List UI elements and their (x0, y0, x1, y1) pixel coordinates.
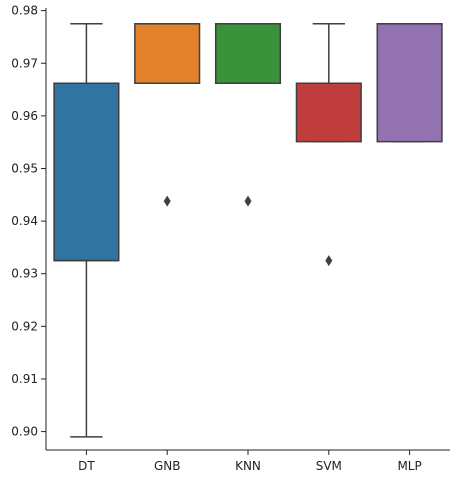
y-tick-label: 0.90 (11, 425, 38, 439)
box-knn (214, 23, 282, 207)
box-body (214, 23, 282, 84)
box-body (376, 23, 443, 143)
x-tick-label: GNB (154, 459, 181, 473)
y-tick-label: 0.93 (11, 267, 38, 281)
box-mlp (376, 23, 443, 143)
y-tick-label: 0.94 (11, 214, 38, 228)
y-tick-label: 0.91 (11, 372, 38, 386)
y-tick-label: 0.98 (11, 4, 38, 18)
y-tick-label: 0.92 (11, 319, 38, 333)
y-tick-label: 0.95 (11, 161, 38, 175)
x-tick-label: KNN (235, 459, 261, 473)
x-tick-label: SVM (316, 459, 342, 473)
box-body (53, 82, 120, 262)
x-tick-label: DT (78, 459, 95, 473)
outlier-marker (325, 255, 333, 267)
plot-area (53, 23, 443, 438)
box-body (295, 82, 362, 143)
box-svm (295, 23, 362, 267)
box-dt (53, 23, 120, 438)
y-axis: 0.90 0.91 0.92 0.93 0.94 0.95 0.96 0.97 0.98 (11, 4, 47, 450)
x-axis: DT GNB KNN SVM MLP (46, 449, 450, 473)
outlier-marker (163, 195, 171, 207)
box-body (134, 23, 201, 84)
y-tick-label: 0.96 (11, 109, 38, 123)
y-tick-label: 0.97 (11, 56, 38, 70)
box-gnb (134, 23, 201, 207)
x-tick-label: MLP (397, 459, 421, 473)
outlier-marker (244, 195, 252, 207)
